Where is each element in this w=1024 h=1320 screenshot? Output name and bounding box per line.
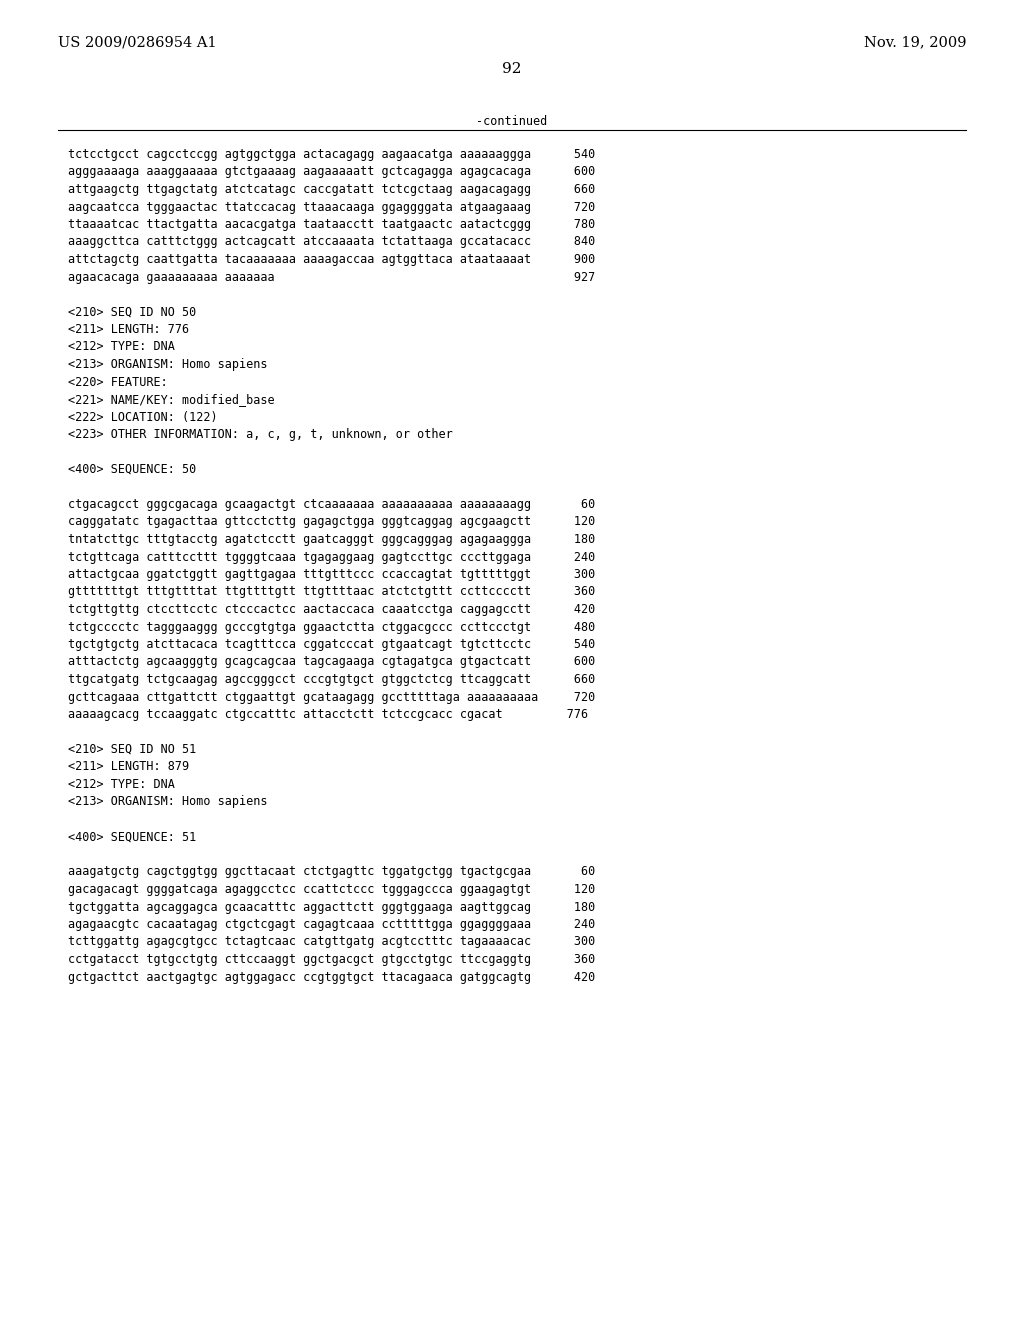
Text: tctcctgcct cagcctccgg agtggctgga actacagagg aagaacatga aaaaaaggga      540: tctcctgcct cagcctccgg agtggctgga actacag… <box>68 148 595 161</box>
Text: aaagatgctg cagctggtgg ggcttacaat ctctgagttc tggatgctgg tgactgcgaa       60: aaagatgctg cagctggtgg ggcttacaat ctctgag… <box>68 866 595 879</box>
Text: gctgacttct aactgagtgc agtggagacc ccgtggtgct ttacagaaca gatggcagtg      420: gctgacttct aactgagtgc agtggagacc ccgtggt… <box>68 970 595 983</box>
Text: ctgacagcct gggcgacaga gcaagactgt ctcaaaaaaa aaaaaaaaaa aaaaaaaagg       60: ctgacagcct gggcgacaga gcaagactgt ctcaaaa… <box>68 498 595 511</box>
Text: US 2009/0286954 A1: US 2009/0286954 A1 <box>58 36 217 49</box>
Text: agagaacgtc cacaatagag ctgctcgagt cagagtcaaa cctttttgga ggaggggaaa      240: agagaacgtc cacaatagag ctgctcgagt cagagtc… <box>68 917 595 931</box>
Text: ttgcatgatg tctgcaagag agccgggcct cccgtgtgct gtggctctcg ttcaggcatt      660: ttgcatgatg tctgcaagag agccgggcct cccgtgt… <box>68 673 595 686</box>
Text: tgctgtgctg atcttacaca tcagtttcca cggatcccat gtgaatcagt tgtcttcctc      540: tgctgtgctg atcttacaca tcagtttcca cggatcc… <box>68 638 595 651</box>
Text: -continued: -continued <box>476 115 548 128</box>
Text: <400> SEQUENCE: 50: <400> SEQUENCE: 50 <box>68 463 197 477</box>
Text: attgaagctg ttgagctatg atctcatagc caccgatatt tctcgctaag aagacagagg      660: attgaagctg ttgagctatg atctcatagc caccgat… <box>68 183 595 195</box>
Text: gacagacagt ggggatcaga agaggcctcc ccattctccc tgggagccca ggaagagtgt      120: gacagacagt ggggatcaga agaggcctcc ccattct… <box>68 883 595 896</box>
Text: tctgttcaga catttccttt tggggtcaaa tgagaggaag gagtccttgc cccttggaga      240: tctgttcaga catttccttt tggggtcaaa tgagagg… <box>68 550 595 564</box>
Text: attactgcaa ggatctggtt gagttgagaa tttgtttccc ccaccagtat tgtttttggt      300: attactgcaa ggatctggtt gagttgagaa tttgttt… <box>68 568 595 581</box>
Text: tcttggattg agagcgtgcc tctagtcaac catgttgatg acgtcctttc tagaaaacac      300: tcttggattg agagcgtgcc tctagtcaac catgttg… <box>68 936 595 949</box>
Text: <220> FEATURE:: <220> FEATURE: <box>68 375 168 388</box>
Text: tntatcttgc tttgtacctg agatctcctt gaatcagggt gggcagggag agagaaggga      180: tntatcttgc tttgtacctg agatctcctt gaatcag… <box>68 533 595 546</box>
Text: attctagctg caattgatta tacaaaaaaa aaaagaccaa agtggttaca ataataaaat      900: attctagctg caattgatta tacaaaaaaa aaaagac… <box>68 253 595 267</box>
Text: <211> LENGTH: 879: <211> LENGTH: 879 <box>68 760 189 774</box>
Text: tctgttgttg ctccttcctc ctcccactcc aactaccaca caaatcctga caggagcctt      420: tctgttgttg ctccttcctc ctcccactcc aactacc… <box>68 603 595 616</box>
Text: <212> TYPE: DNA: <212> TYPE: DNA <box>68 777 175 791</box>
Text: <221> NAME/KEY: modified_base: <221> NAME/KEY: modified_base <box>68 393 274 407</box>
Text: tgctggatta agcaggagca gcaacatttc aggacttctt gggtggaaga aagttggcag      180: tgctggatta agcaggagca gcaacatttc aggactt… <box>68 900 595 913</box>
Text: <212> TYPE: DNA: <212> TYPE: DNA <box>68 341 175 354</box>
Text: ttaaaatcac ttactgatta aacacgatga taataacctt taatgaactc aatactcggg      780: ttaaaatcac ttactgatta aacacgatga taataac… <box>68 218 595 231</box>
Text: aaaggcttca catttctggg actcagcatt atccaaaata tctattaaga gccatacacc      840: aaaggcttca catttctggg actcagcatt atccaaa… <box>68 235 595 248</box>
Text: cctgatacct tgtgcctgtg cttccaaggt ggctgacgct gtgcctgtgc ttccgaggtg      360: cctgatacct tgtgcctgtg cttccaaggt ggctgac… <box>68 953 595 966</box>
Text: gtttttttgt tttgttttat ttgttttgtt ttgttttaac atctctgttt ccttcccctt      360: gtttttttgt tttgttttat ttgttttgtt ttgtttt… <box>68 586 595 598</box>
Text: <400> SEQUENCE: 51: <400> SEQUENCE: 51 <box>68 830 197 843</box>
Text: <211> LENGTH: 776: <211> LENGTH: 776 <box>68 323 189 337</box>
Text: <213> ORGANISM: Homo sapiens: <213> ORGANISM: Homo sapiens <box>68 358 267 371</box>
Text: tctgcccctc tagggaaggg gcccgtgtga ggaactctta ctggacgccc ccttccctgt      480: tctgcccctc tagggaaggg gcccgtgtga ggaactc… <box>68 620 595 634</box>
Text: aaaaagcacg tccaaggatc ctgccatttc attacctctt tctccgcacc cgacat         776: aaaaagcacg tccaaggatc ctgccatttc attacct… <box>68 708 588 721</box>
Text: <210> SEQ ID NO 50: <210> SEQ ID NO 50 <box>68 305 197 318</box>
Text: agggaaaaga aaaggaaaaa gtctgaaaag aagaaaaatt gctcagagga agagcacaga      600: agggaaaaga aaaggaaaaa gtctgaaaag aagaaaa… <box>68 165 595 178</box>
Text: <213> ORGANISM: Homo sapiens: <213> ORGANISM: Homo sapiens <box>68 796 267 808</box>
Text: <210> SEQ ID NO 51: <210> SEQ ID NO 51 <box>68 743 197 756</box>
Text: atttactctg agcaagggtg gcagcagcaa tagcagaaga cgtagatgca gtgactcatt      600: atttactctg agcaagggtg gcagcagcaa tagcaga… <box>68 656 595 668</box>
Text: Nov. 19, 2009: Nov. 19, 2009 <box>863 36 966 49</box>
Text: <223> OTHER INFORMATION: a, c, g, t, unknown, or other: <223> OTHER INFORMATION: a, c, g, t, unk… <box>68 428 453 441</box>
Text: agaacacaga gaaaaaaaaa aaaaaaa                                          927: agaacacaga gaaaaaaaaa aaaaaaa 927 <box>68 271 595 284</box>
Text: <222> LOCATION: (122): <222> LOCATION: (122) <box>68 411 218 424</box>
Text: gcttcagaaa cttgattctt ctggaattgt gcataagagg gcctttttaga aaaaaaaaaa     720: gcttcagaaa cttgattctt ctggaattgt gcataag… <box>68 690 595 704</box>
Text: aagcaatcca tgggaactac ttatccacag ttaaacaaga ggaggggata atgaagaaag      720: aagcaatcca tgggaactac ttatccacag ttaaaca… <box>68 201 595 214</box>
Text: 92: 92 <box>502 62 522 77</box>
Text: cagggatatc tgagacttaa gttcctcttg gagagctgga gggtcaggag agcgaagctt      120: cagggatatc tgagacttaa gttcctcttg gagagct… <box>68 516 595 528</box>
